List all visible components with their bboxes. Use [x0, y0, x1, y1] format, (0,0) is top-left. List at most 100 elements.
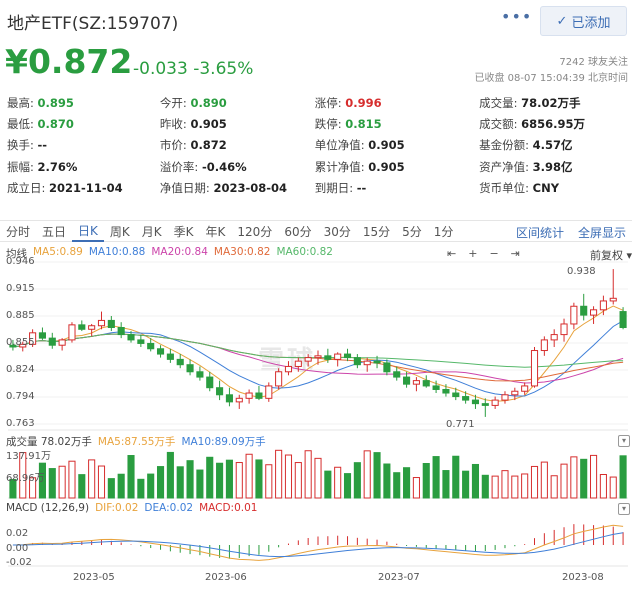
candle-body — [570, 305, 578, 325]
quote-cell: 成立日: 2021-11-04 — [7, 180, 160, 196]
quote-value: 2023-08-04 — [213, 180, 287, 195]
candle-body — [9, 344, 17, 348]
legend-item: MA10:89.09万手 — [181, 436, 266, 448]
price-axis-label: 0.855 — [6, 337, 35, 348]
legend-label: 成交量 78.02万手 — [6, 436, 92, 448]
volume-bar — [156, 466, 165, 499]
legend-item: MA30:0.82 — [213, 246, 271, 258]
tab-link[interactable]: 区间统计 — [515, 225, 564, 240]
volume-bar — [107, 478, 115, 499]
tab-分时[interactable]: 分时 — [6, 224, 31, 239]
adjust-select[interactable]: 前复权 ▾ — [589, 249, 632, 262]
volume-bar — [216, 462, 224, 499]
quote-value: 78.02万手 — [521, 95, 581, 110]
candle-body — [550, 334, 558, 341]
tab-60分[interactable]: 60分 — [284, 224, 312, 239]
candle-body — [383, 362, 391, 373]
tab-五日[interactable]: 五日 — [42, 224, 67, 239]
candle-body — [137, 339, 145, 344]
volume-bar — [127, 455, 135, 499]
candle-body — [353, 357, 361, 366]
tab-年K[interactable]: 年K — [205, 224, 226, 239]
quote-key: 最高: — [7, 95, 38, 110]
zoom-out-icon[interactable]: − — [489, 247, 499, 260]
forward-icon[interactable]: ⇥ — [510, 247, 520, 260]
candle-body — [304, 357, 312, 362]
quote-value: -- — [37, 138, 48, 153]
tab-1分[interactable]: 1分 — [433, 224, 454, 239]
zoom-in-icon[interactable]: + — [468, 247, 478, 260]
tab-15分[interactable]: 15分 — [362, 224, 391, 239]
quote-cell: 资产净值: 3.98亿 — [479, 159, 632, 175]
more-options-button[interactable]: ••• — [501, 7, 533, 26]
candle-body — [265, 385, 273, 399]
quote-cell: 累计净值: 0.905 — [315, 159, 479, 175]
volume-bar — [511, 475, 519, 499]
quote-value: -0.46% — [201, 159, 247, 174]
tab-周K[interactable]: 周K — [109, 224, 130, 239]
candle-body — [225, 394, 233, 403]
tab-日K[interactable]: 日K — [72, 220, 104, 242]
candle-body — [422, 380, 430, 387]
macd-axis-label: 0.02 — [6, 528, 29, 539]
candle-body — [491, 399, 499, 406]
macd-settings-icon[interactable]: ▾ — [618, 503, 630, 515]
volume-bar — [560, 463, 568, 499]
quote-key: 换手: — [7, 138, 38, 153]
quote-key: 今开: — [159, 95, 191, 110]
quote-value: 0.870 — [37, 116, 74, 131]
volume-bar — [29, 477, 37, 499]
legend-item: MACD:0.01 — [199, 502, 258, 514]
quote-cell: 昨收: 0.905 — [160, 116, 315, 132]
candle-body — [432, 385, 440, 390]
quote-cell: 成交量: 78.02万手 — [479, 95, 632, 111]
candle-body — [186, 364, 194, 373]
volume-bar — [363, 450, 371, 499]
volume-bar — [235, 462, 243, 499]
quote-cell: 净值日期: 2023-08-04 — [160, 180, 315, 196]
quote-value: CNY — [532, 180, 560, 195]
volume-bar — [540, 461, 548, 499]
tab-link[interactable]: 全屏显示 — [577, 225, 626, 240]
volume-bar — [147, 473, 155, 499]
quote-cell: 市价: 0.872 — [160, 137, 315, 153]
follow-button[interactable]: ✓ 已添加 — [540, 6, 627, 36]
candle-body — [127, 334, 135, 341]
candle-body — [176, 358, 184, 366]
candle-body — [166, 353, 174, 360]
tab-季K[interactable]: 季K — [173, 224, 194, 239]
volume-bar — [186, 460, 194, 499]
quote-cell: 今开: 0.890 — [160, 95, 315, 111]
dea-line — [12, 532, 624, 558]
candle-body — [255, 392, 263, 399]
volume-bar — [609, 476, 617, 499]
tab-5分[interactable]: 5分 — [402, 224, 422, 239]
volume-bar — [206, 456, 214, 499]
volume-bar — [452, 455, 460, 499]
candle-body — [314, 355, 322, 359]
quote-key: 最低: — [7, 116, 38, 131]
volume-bar — [403, 467, 411, 499]
tab-30分[interactable]: 30分 — [323, 224, 351, 239]
volume-settings-icon[interactable]: ▾ — [618, 435, 630, 447]
period-tabs: 分时 五日 日K 周K 月K 季K 年K 120分 60分 30分 15分 5分 1分 区间统计 全屏显示 — [0, 220, 632, 242]
tab-120分[interactable]: 120分 — [237, 224, 273, 239]
volume-axis-label: 68.96万 — [6, 473, 45, 484]
legend-item: MA60:0.82 — [276, 246, 333, 258]
quote-cell: 货币单位: CNY — [479, 180, 632, 196]
legend-item: MA5:87.55万手 — [97, 436, 176, 448]
candle-body — [481, 403, 489, 406]
volume-bar — [471, 463, 480, 499]
quote-value: -- — [356, 180, 367, 195]
volume-bar — [294, 462, 302, 499]
legend-item: MA5:0.89 — [33, 246, 83, 258]
volume-bar — [97, 465, 106, 499]
quote-key: 成交额: — [479, 116, 522, 131]
tab-月K[interactable]: 月K — [141, 224, 162, 239]
legend-item: DEA:0.02 — [144, 502, 194, 514]
back-icon[interactable]: ⇤ — [447, 247, 457, 260]
follow-label: 已添加 — [571, 15, 611, 31]
stock-title: 地产ETF(SZ:159707) — [7, 14, 179, 34]
quote-value: 0.895 — [37, 95, 74, 110]
